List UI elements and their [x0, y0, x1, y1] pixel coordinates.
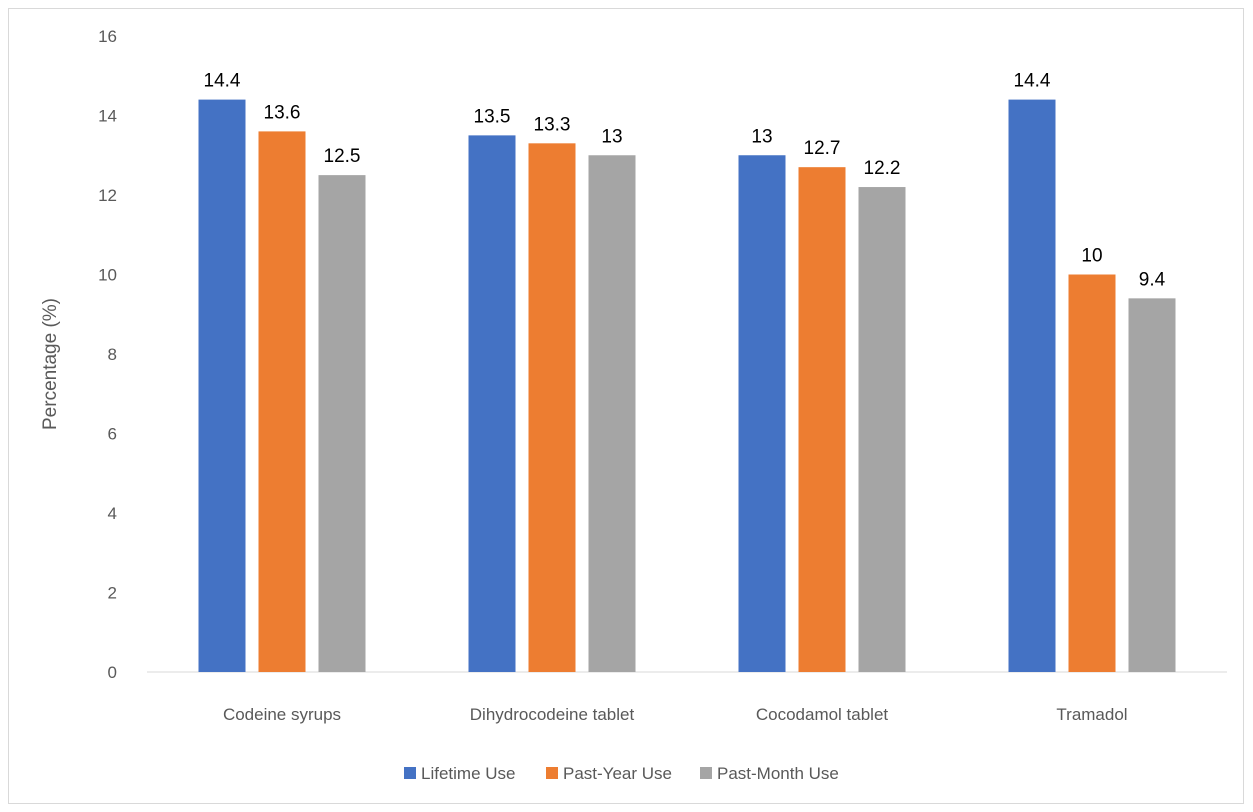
y-tick-label: 2	[108, 584, 117, 603]
bar-value-label: 10	[1081, 246, 1102, 267]
x-tick-label: Tramadol	[1056, 705, 1127, 724]
bar-value-label: 12.2	[864, 158, 901, 179]
y-tick-label: 8	[108, 345, 117, 364]
bar-value-label: 14.4	[1014, 71, 1051, 92]
bar-value-label: 13.3	[534, 114, 571, 135]
legend-swatch	[404, 767, 416, 779]
x-tick-label: Dihydrocodeine tablet	[470, 705, 635, 724]
bar-value-label: 13.6	[264, 102, 301, 123]
y-axis-label: Percentage (%)	[40, 298, 61, 430]
x-tick-label: Cocodamol tablet	[756, 705, 889, 724]
data-labels-group: 14.4 13.6 12.5 13.5 13.3 13 13 12.7 12.2 14.4 10 9.…	[204, 71, 1166, 291]
legend-swatch	[546, 767, 558, 779]
bar-value-label: 14.4	[204, 71, 241, 92]
legend: Lifetime Use Past-Year Use Past-Month Use	[404, 764, 839, 783]
bars-group	[198, 99, 1176, 673]
y-tick-label: 16	[98, 27, 117, 46]
x-axis-ticks: Codeine syrups Dihydrocodeine tablet Cocod…	[223, 705, 1128, 724]
bar	[528, 143, 576, 672]
bar-chart: Percentage (%) 0 2 4 6 8 10 12 14 16 14.4 13.6 12.…	[40, 27, 1227, 783]
bar-value-label: 12.7	[804, 138, 841, 159]
legend-label: Lifetime Use	[421, 764, 515, 783]
bar	[738, 155, 786, 672]
bar	[1068, 274, 1116, 672]
chart-frame: Percentage (%) 0 2 4 6 8 10 12 14 16 14.4 13.6 12.…	[8, 8, 1244, 804]
bar	[1008, 99, 1056, 673]
y-tick-label: 10	[98, 266, 117, 285]
y-tick-label: 4	[108, 504, 117, 523]
legend-label: Past-Month Use	[717, 764, 839, 783]
y-axis-ticks: 0 2 4 6 8 10 12 14 16	[98, 27, 117, 682]
bar	[858, 187, 906, 673]
bar-value-label: 13	[751, 126, 772, 147]
x-tick-label: Codeine syrups	[223, 705, 341, 724]
bar	[318, 175, 366, 672]
y-tick-label: 0	[108, 663, 117, 682]
bar-value-label: 12.5	[324, 146, 361, 167]
bar	[1128, 298, 1176, 672]
bar	[468, 135, 516, 672]
y-tick-label: 6	[108, 425, 117, 444]
y-tick-label: 12	[98, 186, 117, 205]
bar	[198, 99, 246, 673]
bar-value-label: 9.4	[1139, 269, 1166, 290]
y-tick-label: 14	[98, 107, 117, 126]
bar-value-label: 13.5	[474, 106, 511, 127]
legend-label: Past-Year Use	[563, 764, 672, 783]
bar	[798, 167, 846, 673]
bar-value-label: 13	[601, 126, 622, 147]
legend-swatch	[700, 767, 712, 779]
bar	[588, 155, 636, 672]
bar	[258, 131, 306, 672]
